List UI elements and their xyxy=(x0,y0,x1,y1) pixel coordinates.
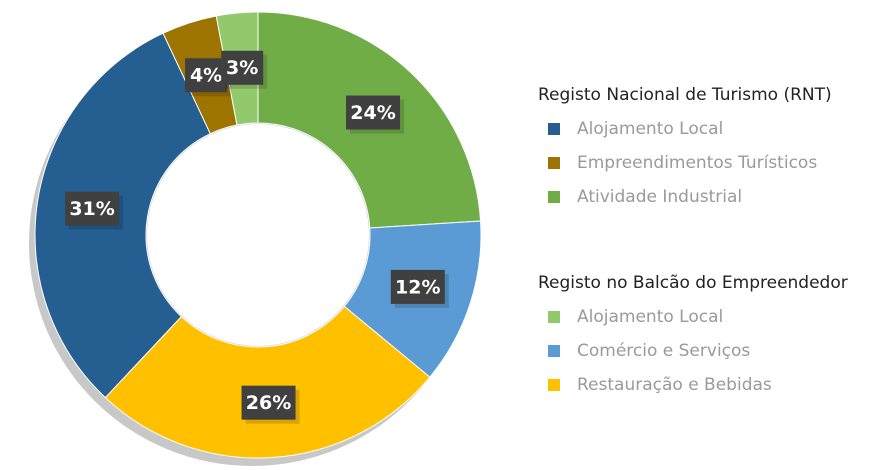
legend-swatch xyxy=(548,379,560,391)
label-box xyxy=(185,58,228,93)
label-box xyxy=(241,385,296,420)
legend-swatch xyxy=(548,311,560,323)
data-label: 26% xyxy=(246,392,291,414)
data-label: 12% xyxy=(395,276,440,298)
legend-title: Registo Nacional de Turismo (RNT) xyxy=(538,85,832,105)
legend-label: Empreendimentos Turísticos xyxy=(577,153,817,173)
legend-label: Alojamento Local xyxy=(577,119,723,139)
legend-label: Alojamento Local xyxy=(577,307,723,327)
data-label: 3% xyxy=(226,57,258,79)
data-label: 24% xyxy=(350,102,395,124)
slice xyxy=(104,305,431,459)
legend-label: Restauração e Bebidas xyxy=(577,375,772,395)
legend-label: Comércio e Serviços xyxy=(577,341,750,361)
legend-label: Atividade Industrial xyxy=(577,187,742,207)
label-box xyxy=(65,191,120,226)
legend-swatch xyxy=(548,191,560,203)
slice xyxy=(34,32,211,399)
label-box xyxy=(221,50,264,85)
data-label: 31% xyxy=(69,198,114,220)
legend-title: Registo no Balcão do Empreendedor xyxy=(538,273,848,293)
legend-swatch xyxy=(548,123,560,135)
label-box xyxy=(390,269,445,304)
legend-swatch xyxy=(548,157,560,169)
hole xyxy=(147,124,369,346)
data-label: 4% xyxy=(190,65,222,87)
legend-swatch xyxy=(548,345,560,357)
label-box xyxy=(346,95,401,130)
